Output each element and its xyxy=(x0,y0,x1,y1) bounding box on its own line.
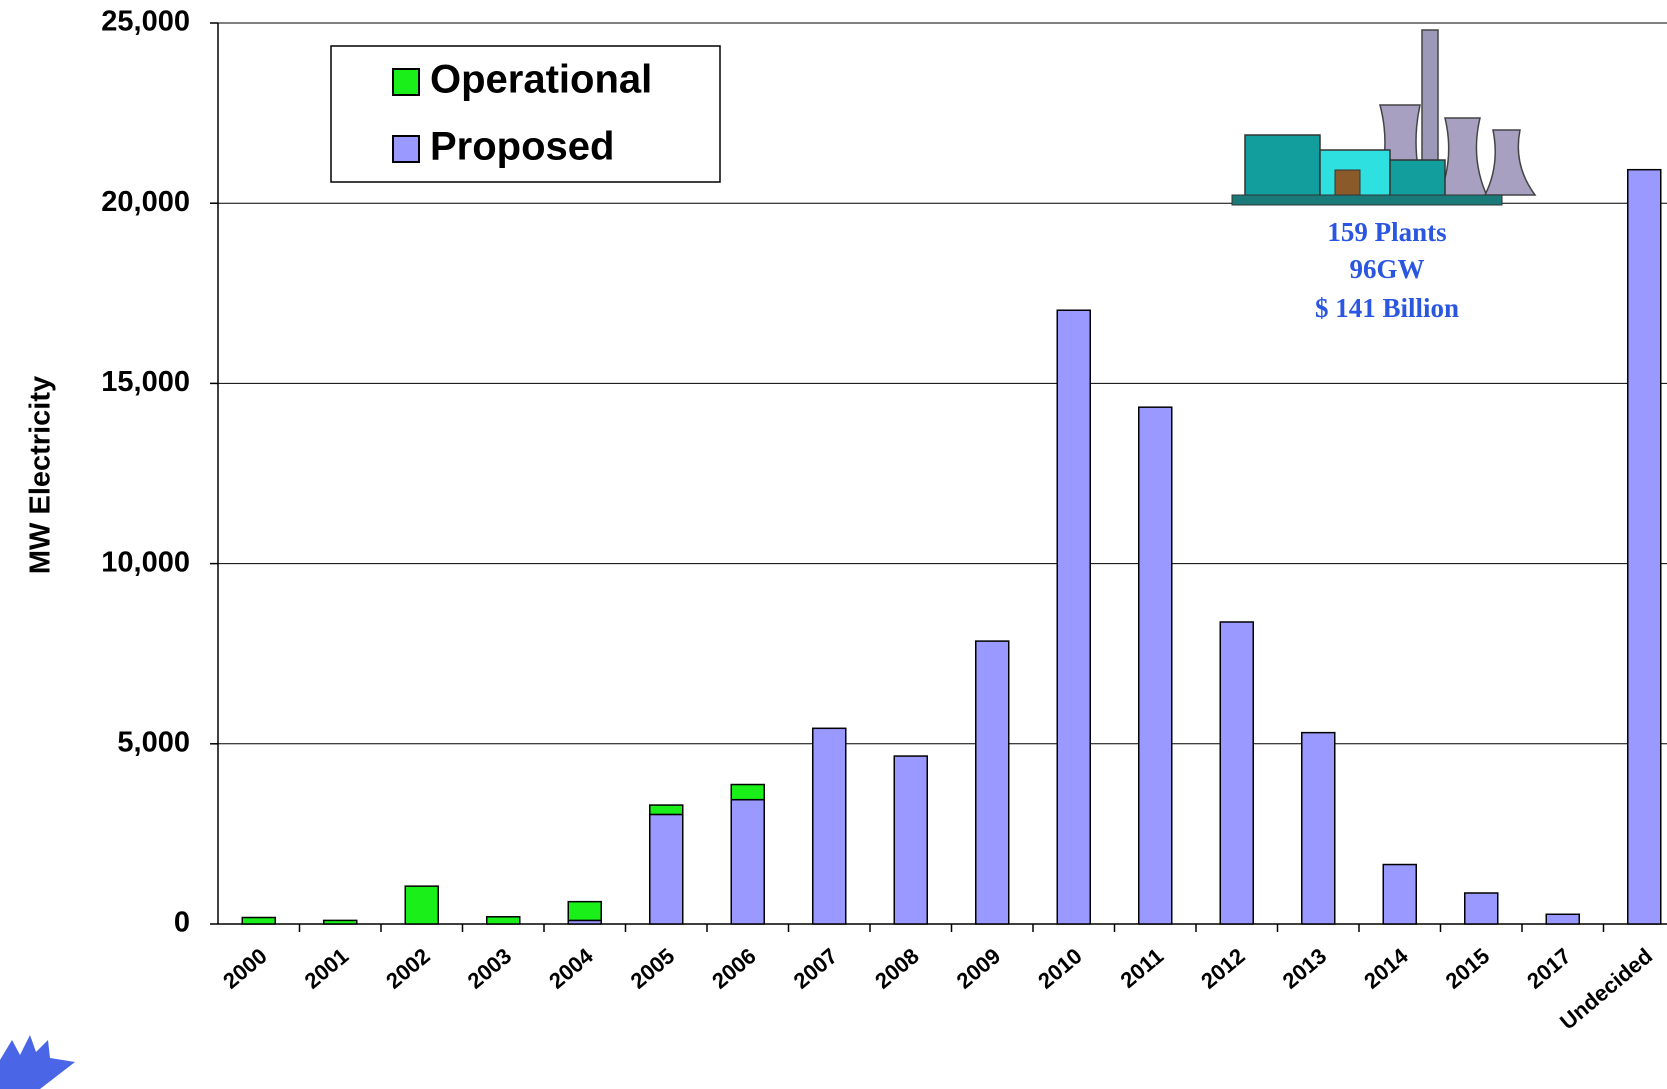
bar-segment xyxy=(1219,621,1254,925)
x-tick-label: 2009 xyxy=(952,943,1006,994)
logo xyxy=(0,1035,75,1089)
bar-segment xyxy=(404,885,439,925)
x-tick-label: 2008 xyxy=(870,943,924,994)
bar-segment xyxy=(812,727,847,925)
bar-segment xyxy=(1301,731,1336,925)
bar-segment xyxy=(975,640,1010,925)
legend-label: Operational xyxy=(430,58,652,102)
bar-segment xyxy=(1627,168,1662,925)
x-tick-label: 2011 xyxy=(1116,943,1169,993)
legend-swatch xyxy=(392,135,420,163)
annotation: 159 Plants xyxy=(1327,217,1446,247)
x-tick-label: 2014 xyxy=(1359,943,1413,994)
bar-segment xyxy=(486,916,521,925)
annotation: $ 141 Billion xyxy=(1315,293,1459,323)
bar-segment xyxy=(1382,863,1417,925)
y-tick-label: 20,000 xyxy=(101,186,190,218)
x-tick-label: 2004 xyxy=(544,943,598,994)
bar-segment xyxy=(567,900,602,922)
x-tick-label: 2017 xyxy=(1522,943,1576,994)
bar-segment xyxy=(730,783,765,801)
x-tick-label: 2015 xyxy=(1441,943,1495,994)
bar-segment xyxy=(1545,913,1580,925)
x-tick-label: 2007 xyxy=(789,943,843,994)
bar-segment xyxy=(649,804,684,816)
bar-segment xyxy=(730,798,765,925)
y-axis-label: MW Electricity xyxy=(25,376,57,574)
x-tick-label: 2012 xyxy=(1196,943,1250,994)
y-tick-label: 25,000 xyxy=(101,6,190,38)
bar-segment xyxy=(323,919,358,925)
bar-segment xyxy=(893,755,928,925)
x-tick-label: 2013 xyxy=(1278,943,1332,994)
bar-segment xyxy=(241,916,276,925)
bar-segment xyxy=(1464,892,1499,925)
y-tick-label: 5,000 xyxy=(117,726,190,758)
legend-swatch xyxy=(392,68,420,96)
x-tick-label: 2010 xyxy=(1033,943,1087,994)
x-tick-label: 2006 xyxy=(707,943,761,994)
y-tick-label: 10,000 xyxy=(101,546,190,578)
x-tick-label: 2001 xyxy=(300,943,354,994)
bar-segment xyxy=(1138,406,1173,925)
legend-label: Proposed xyxy=(430,125,614,169)
x-tick-label: 2002 xyxy=(381,943,435,994)
annotation: 96GW xyxy=(1349,254,1424,284)
bar-segment xyxy=(1056,309,1091,925)
y-tick-label: 15,000 xyxy=(101,366,190,398)
bar-segment xyxy=(649,813,684,925)
x-tick-label: 2000 xyxy=(218,943,272,994)
x-tick-label: 2003 xyxy=(463,943,517,994)
power-plant-icon xyxy=(1231,29,1537,206)
x-tick-label: 2005 xyxy=(626,943,680,994)
y-tick-label: 0 xyxy=(174,907,190,939)
